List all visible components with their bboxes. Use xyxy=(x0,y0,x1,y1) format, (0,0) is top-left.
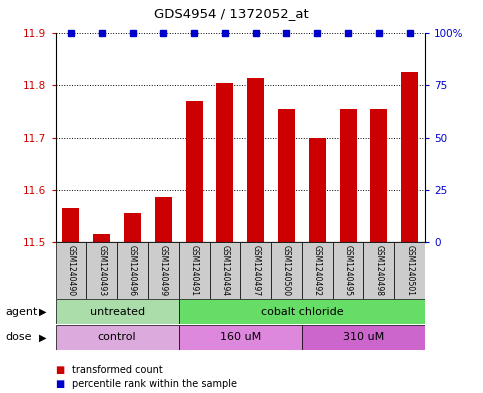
Bar xyxy=(401,72,418,242)
Text: untreated: untreated xyxy=(89,307,145,317)
Bar xyxy=(394,242,425,299)
Bar xyxy=(271,242,302,299)
Text: GSM1240495: GSM1240495 xyxy=(343,244,353,296)
Bar xyxy=(247,78,264,242)
Text: GSM1240500: GSM1240500 xyxy=(282,244,291,296)
Bar xyxy=(370,109,387,242)
Bar xyxy=(340,109,356,242)
Bar xyxy=(155,197,172,242)
Bar xyxy=(278,109,295,242)
Bar xyxy=(333,242,364,299)
Text: GSM1240501: GSM1240501 xyxy=(405,245,414,296)
Bar xyxy=(179,325,302,350)
Bar xyxy=(148,242,179,299)
Bar xyxy=(117,242,148,299)
Bar xyxy=(93,234,110,242)
Text: 310 uM: 310 uM xyxy=(343,332,384,342)
Bar xyxy=(185,101,202,242)
Text: ▶: ▶ xyxy=(39,332,46,342)
Bar xyxy=(210,242,240,299)
Text: GSM1240493: GSM1240493 xyxy=(97,244,106,296)
Text: GSM1240497: GSM1240497 xyxy=(251,244,260,296)
Text: GSM1240498: GSM1240498 xyxy=(374,245,384,296)
Bar xyxy=(179,299,425,324)
Text: GSM1240494: GSM1240494 xyxy=(220,244,229,296)
Text: cobalt chloride: cobalt chloride xyxy=(260,307,343,317)
Bar xyxy=(56,325,179,350)
Bar xyxy=(364,242,394,299)
Bar xyxy=(309,138,326,242)
Text: control: control xyxy=(98,332,136,342)
Text: ▶: ▶ xyxy=(39,307,46,317)
Text: ■: ■ xyxy=(56,379,65,389)
Text: transformed count: transformed count xyxy=(72,365,163,375)
Bar xyxy=(86,242,117,299)
Bar xyxy=(302,325,425,350)
Bar xyxy=(56,299,179,324)
Bar xyxy=(302,242,333,299)
Bar xyxy=(62,208,79,242)
Text: ■: ■ xyxy=(56,365,65,375)
Text: 160 uM: 160 uM xyxy=(220,332,261,342)
Bar xyxy=(179,242,210,299)
Bar xyxy=(240,242,271,299)
Text: GSM1240492: GSM1240492 xyxy=(313,245,322,296)
Text: GDS4954 / 1372052_at: GDS4954 / 1372052_at xyxy=(155,7,309,20)
Text: GSM1240490: GSM1240490 xyxy=(67,244,75,296)
Text: GSM1240496: GSM1240496 xyxy=(128,244,137,296)
Text: agent: agent xyxy=(6,307,38,317)
Text: GSM1240491: GSM1240491 xyxy=(190,245,199,296)
Bar xyxy=(56,242,86,299)
Bar xyxy=(124,213,141,242)
Text: dose: dose xyxy=(6,332,32,342)
Text: percentile rank within the sample: percentile rank within the sample xyxy=(72,379,238,389)
Text: GSM1240499: GSM1240499 xyxy=(159,244,168,296)
Bar xyxy=(216,83,233,242)
